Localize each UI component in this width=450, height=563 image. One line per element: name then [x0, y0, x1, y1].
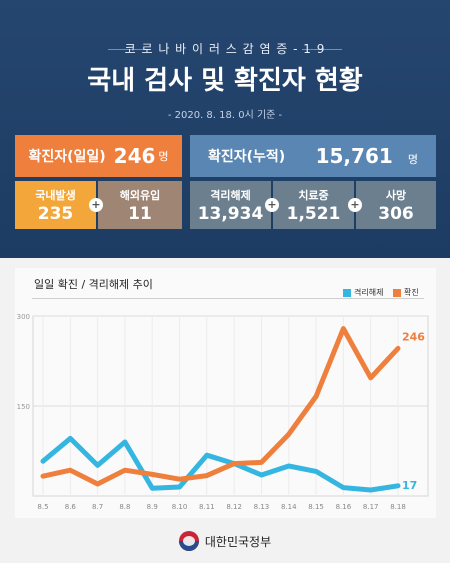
x-tick-label: 8.12 [226, 503, 242, 511]
imported-cases-value: 11 [128, 204, 152, 224]
series-line-confirmed [40, 326, 401, 487]
in-treatment-value: 1,521 [286, 204, 341, 224]
daily-confirmed-box: 확진자(일일) 246 명 [15, 135, 182, 177]
deaths-label: 사망 [385, 189, 407, 202]
point-released [369, 488, 373, 492]
daily-confirmed-label: 확진자(일일) [28, 149, 106, 165]
point-confirmed [259, 460, 263, 464]
imported-cases-box: 해외유입 11 [98, 181, 182, 229]
released-box: 격리해제 13,934 [190, 181, 271, 229]
point-confirmed [205, 474, 209, 478]
plus-icon: + [89, 198, 103, 212]
legend-item-released: 격리해제 [343, 287, 383, 298]
chart-title: 일일 확진 / 격리해제 추이 [34, 278, 153, 291]
x-tick-label: 8.10 [172, 503, 188, 511]
cumulative-confirmed-box: 확진자(누적) 15,761 명 [190, 135, 436, 177]
x-tick-label: 8.7 [92, 503, 103, 511]
header-banner: 코 로 나 바 이 러 스 감 염 증 - 1 9 국내 검사 및 확진자 현황… [0, 0, 450, 258]
legend-swatch-released [343, 288, 351, 297]
point-released [259, 473, 263, 477]
x-tick-label: 8.11 [199, 503, 215, 511]
banner-title: 국내 검사 및 확진자 현황 [87, 66, 363, 96]
x-tick-label: 8.15 [308, 503, 324, 511]
released-label: 격리해제 [210, 189, 251, 202]
point-confirmed [369, 376, 373, 380]
reference-date: - 2020. 8. 18. 0시 기준 - [167, 110, 283, 121]
point-confirmed [314, 394, 318, 398]
point-confirmed [96, 482, 100, 486]
point-confirmed [396, 346, 400, 350]
x-tick-label: 8.16 [336, 503, 352, 511]
legend-label-confirmed: 확진 [404, 288, 419, 297]
daily-confirmed-value: 246 [113, 144, 156, 168]
domestic-cases-value: 235 [37, 204, 74, 224]
released-value: 13,934 [197, 204, 264, 224]
point-confirmed [150, 472, 154, 476]
footer: 대한민국정부 [0, 528, 450, 554]
y-tick-label: 150 [17, 403, 30, 411]
daily-confirmed-unit: 명 [158, 150, 169, 163]
point-released [150, 486, 154, 490]
series-line-released [40, 435, 401, 493]
plus-icon: + [265, 198, 279, 212]
legend-item-confirmed: 확진 [393, 287, 419, 298]
end-label-released: 17 [402, 479, 417, 492]
x-tick-label: 8.9 [147, 503, 158, 511]
point-released [41, 459, 45, 463]
subtitle-rule-left [108, 49, 148, 50]
subtitle-rule-right [302, 49, 342, 50]
point-released [123, 440, 127, 444]
cumulative-confirmed-unit: 명 [407, 153, 418, 166]
domestic-cases-box: 국내발생 235 [15, 181, 96, 229]
point-released [396, 484, 400, 488]
plus-icon: + [348, 198, 362, 212]
x-tick-label: 8.5 [37, 503, 48, 511]
legend-swatch-confirmed [393, 288, 401, 297]
in-treatment-label: 치료중 [298, 189, 329, 202]
imported-cases-label: 해외유입 [119, 189, 161, 202]
footer-org: 대한민국정부 [204, 534, 272, 549]
x-tick-label: 8.13 [254, 503, 270, 511]
x-tick-label: 8.6 [65, 503, 77, 511]
cumulative-confirmed-value: 15,761 [315, 144, 393, 168]
x-tick-label: 8.8 [119, 503, 130, 511]
point-confirmed [287, 432, 291, 436]
in-treatment-box: 치료중 1,521 [273, 181, 354, 229]
end-label-confirmed: 246 [402, 330, 425, 343]
point-released [178, 485, 182, 489]
point-confirmed [68, 468, 72, 472]
point-released [341, 486, 345, 490]
point-released [68, 436, 72, 440]
cumulative-value-group: 15,761 명 [308, 144, 418, 168]
cumulative-confirmed-label: 확진자(누적) [208, 149, 286, 165]
point-confirmed [41, 474, 45, 478]
x-tick-label: 8.14 [281, 503, 297, 511]
x-tick-label: 8.17 [363, 503, 379, 511]
point-released [96, 463, 100, 467]
deaths-value: 306 [378, 204, 414, 224]
point-released [314, 469, 318, 473]
y-tick-label: 300 [17, 313, 30, 321]
point-confirmed [178, 477, 182, 481]
point-released [287, 464, 291, 468]
point-confirmed [232, 462, 236, 466]
legend-label-released: 격리해제 [354, 288, 384, 297]
chart-title-rule [32, 298, 424, 299]
point-confirmed [341, 327, 345, 331]
point-confirmed [123, 468, 127, 472]
government-emblem-icon [178, 531, 199, 551]
domestic-cases-label: 국내발생 [35, 189, 76, 202]
deaths-box: 사망 306 [356, 181, 436, 229]
point-released [205, 453, 209, 457]
x-tick-label: 8.18 [390, 503, 406, 511]
banner-subtitle: 코 로 나 바 이 러 스 감 염 증 - 1 9 [124, 42, 326, 56]
